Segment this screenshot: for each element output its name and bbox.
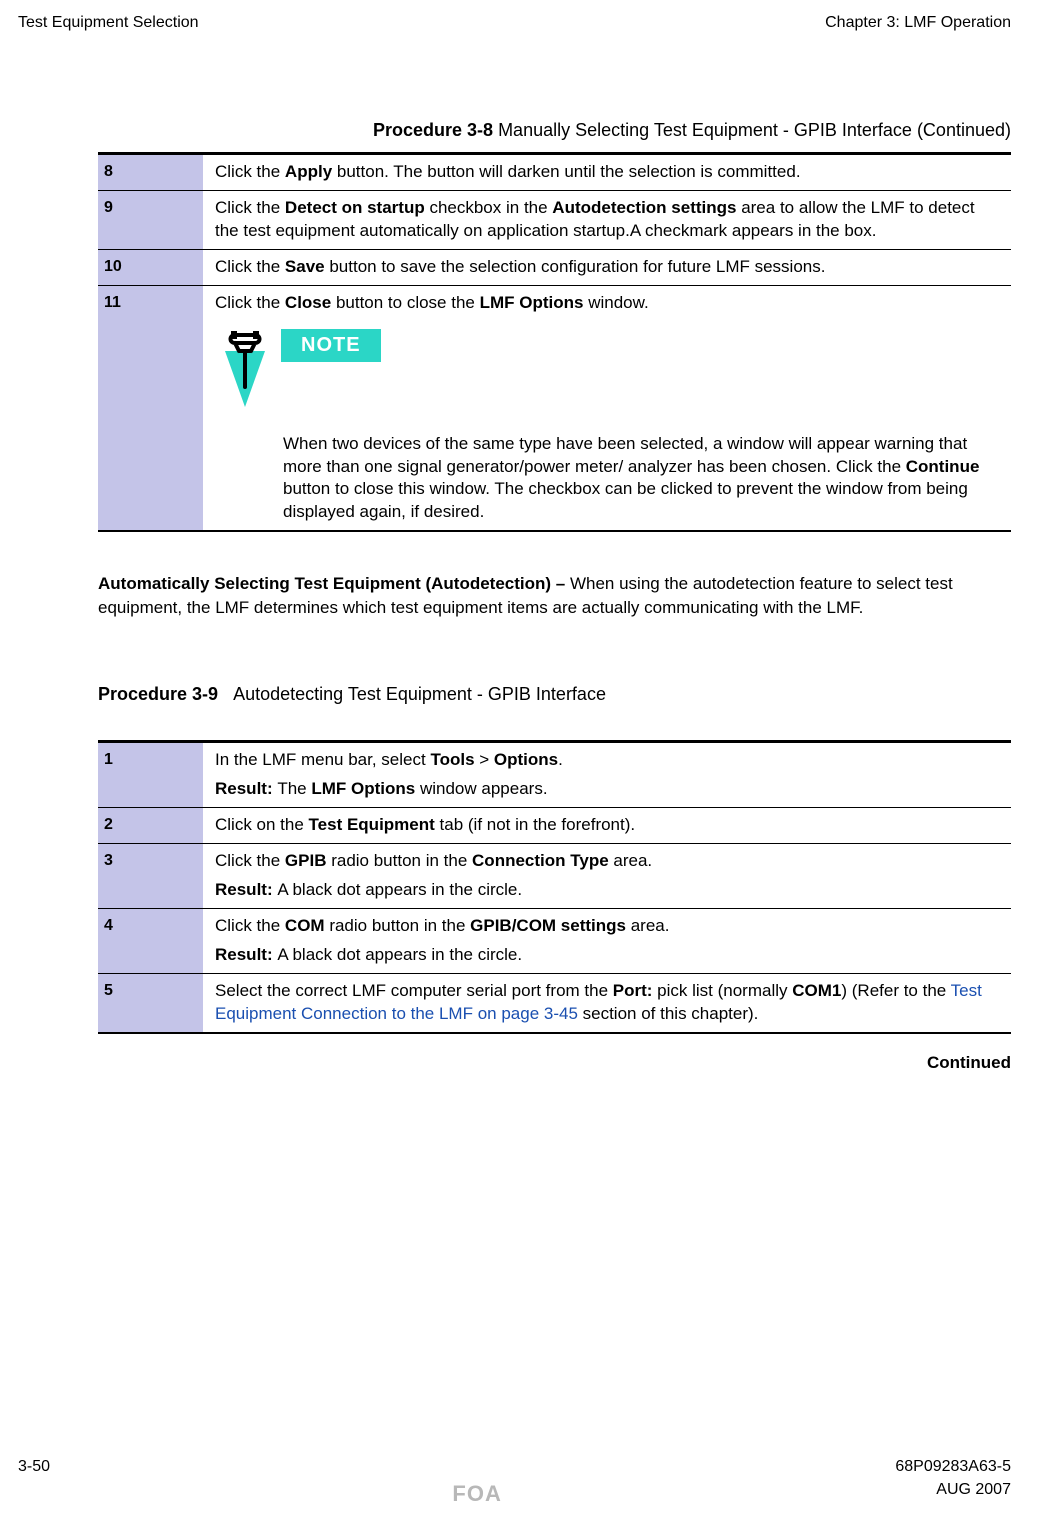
step-body: Select the correct LMF computer serial p…: [203, 973, 1011, 1032]
step-body: Click the Save button to save the select…: [203, 249, 1011, 285]
step-number: 3: [98, 844, 203, 909]
step-number: 8: [98, 153, 203, 190]
step-number: 2: [98, 808, 203, 844]
procedure-3-9-table: 1 In the LMF menu bar, select Tools > Op…: [98, 740, 1011, 1033]
step-text: Click the Apply button. The button will …: [215, 161, 1001, 184]
table-row: 2 Click on the Test Equipment tab (if no…: [98, 808, 1011, 844]
note-block: NOTE: [215, 329, 1001, 415]
doc-number: 68P09283A63-5: [895, 1456, 1011, 1478]
header-left: Test Equipment Selection: [18, 12, 199, 34]
step-body: Click on the Test Equipment tab (if not …: [203, 808, 1011, 844]
step-result: Result: A black dot appears in the circl…: [215, 944, 1001, 967]
procedure-3-8-caption: Manually Selecting Test Equipment - GPIB…: [498, 120, 1011, 140]
continued-label: Continued: [98, 1052, 1011, 1075]
step-number: 5: [98, 973, 203, 1032]
step-number: 4: [98, 908, 203, 973]
step-number: 9: [98, 190, 203, 249]
step-text: Click the Save button to save the select…: [215, 256, 1001, 279]
table-row: 1 In the LMF menu bar, select Tools > Op…: [98, 742, 1011, 808]
procedure-3-8-title: Procedure 3-8 Manually Selecting Test Eq…: [98, 118, 1011, 142]
procedure-3-8-label: Procedure 3-8: [373, 120, 498, 140]
step-number: 10: [98, 249, 203, 285]
table-row: 10 Click the Save button to save the sel…: [98, 249, 1011, 285]
step-text: Click on the Test Equipment tab (if not …: [215, 814, 1001, 837]
footer-date: AUG 2007: [936, 1479, 1011, 1509]
step-text: Click the Detect on startup checkbox in …: [215, 197, 1001, 243]
step-body: Click the Close button to close the LMF …: [203, 285, 1011, 531]
procedure-3-9-caption: Autodetecting Test Equipment - GPIB Inte…: [233, 684, 606, 704]
step-body: Click the COM radio button in the GPIB/C…: [203, 908, 1011, 973]
step-text: Click the GPIB radio button in the Conne…: [215, 850, 1001, 873]
step-text: Click the COM radio button in the GPIB/C…: [215, 915, 1001, 938]
step-text: In the LMF menu bar, select Tools > Opti…: [215, 749, 1001, 772]
procedure-3-8-table: 8 Click the Apply button. The button wil…: [98, 152, 1011, 532]
procedure-3-9-label: Procedure 3-9: [98, 684, 218, 704]
note-badge: NOTE: [281, 329, 381, 362]
note-text: When two devices of the same type have b…: [283, 433, 1001, 525]
page-header: Test Equipment Selection Chapter 3: LMF …: [0, 0, 1043, 34]
step-text: Click the Close button to close the LMF …: [215, 292, 1001, 315]
foa-watermark: FOA: [452, 1479, 501, 1509]
procedure-3-9-title: Procedure 3-9 Autodetecting Test Equipme…: [98, 682, 1011, 706]
table-row: 4 Click the COM radio button in the GPIB…: [98, 908, 1011, 973]
step-result: Result: The LMF Options window appears.: [215, 778, 1001, 801]
step-body: Click the GPIB radio button in the Conne…: [203, 844, 1011, 909]
table-row: 3 Click the GPIB radio button in the Con…: [98, 844, 1011, 909]
step-text: Select the correct LMF computer serial p…: [215, 980, 1001, 1026]
step-body: Click the Detect on startup checkbox in …: [203, 190, 1011, 249]
note-clamp-icon: [215, 329, 273, 415]
page-content: Procedure 3-8 Manually Selecting Test Eq…: [0, 118, 1043, 1075]
table-row: 5 Select the correct LMF computer serial…: [98, 973, 1011, 1032]
table-row: 9 Click the Detect on startup checkbox i…: [98, 190, 1011, 249]
step-body: Click the Apply button. The button will …: [203, 153, 1011, 190]
note-right: NOTE: [281, 329, 1001, 364]
table-row: 8 Click the Apply button. The button wil…: [98, 153, 1011, 190]
step-result: Result: A black dot appears in the circl…: [215, 879, 1001, 902]
autodetection-lead: Automatically Selecting Test Equipment (…: [98, 574, 570, 593]
page-footer: 3-50 68P09283A63-5 FOA AUG 2007: [18, 1456, 1011, 1509]
note-badge-wrap: NOTE: [281, 329, 1001, 362]
autodetection-paragraph: Automatically Selecting Test Equipment (…: [98, 572, 1011, 620]
step-body: In the LMF menu bar, select Tools > Opti…: [203, 742, 1011, 808]
table-row: 11 Click the Close button to close the L…: [98, 285, 1011, 531]
page-number: 3-50: [18, 1456, 50, 1478]
header-right: Chapter 3: LMF Operation: [825, 12, 1011, 34]
step-number: 11: [98, 285, 203, 531]
step-number: 1: [98, 742, 203, 808]
